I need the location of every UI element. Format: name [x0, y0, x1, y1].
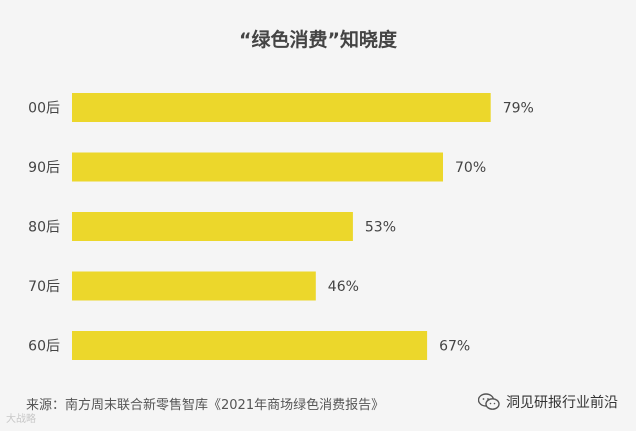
value-label: 53% — [365, 220, 396, 236]
value-label: 79% — [503, 101, 534, 117]
footer: 来源：南方周末联合新零售智库《2021年商场绿色消费报告》 洞见研报行业前沿 大… — [0, 388, 636, 431]
category-label: 00后 — [28, 101, 60, 117]
bar — [72, 152, 443, 182]
source-note: 来源：南方周末联合新零售智库《2021年商场绿色消费报告》 — [26, 398, 385, 413]
wechat-icon — [478, 393, 500, 410]
watermark: 洞见研报行业前沿 — [478, 392, 618, 412]
value-label: 67% — [439, 339, 470, 355]
category-label: 80后 — [28, 220, 60, 236]
value-label: 70% — [455, 160, 486, 176]
bar — [72, 271, 316, 301]
bar — [72, 93, 491, 122]
category-label: 90后 — [28, 160, 60, 176]
corner-watermark: 大战略 — [6, 414, 36, 425]
bar — [72, 212, 353, 241]
chart: “绿色消费”知晓度 00后 79% 90后 70% 80后 53% 70后 46% 60后 67% — [28, 28, 534, 360]
value-label: 46% — [328, 279, 359, 295]
chart-title: “绿色消费”知晓度 — [239, 28, 398, 51]
watermark-text: 洞见研报行业前沿 — [506, 395, 618, 411]
category-label: 60后 — [28, 339, 60, 355]
bars-group: 00后 79% 90后 70% 80后 53% 70后 46% 60后 67% — [28, 93, 534, 360]
bar — [72, 331, 428, 360]
category-label: 70后 — [28, 279, 60, 295]
